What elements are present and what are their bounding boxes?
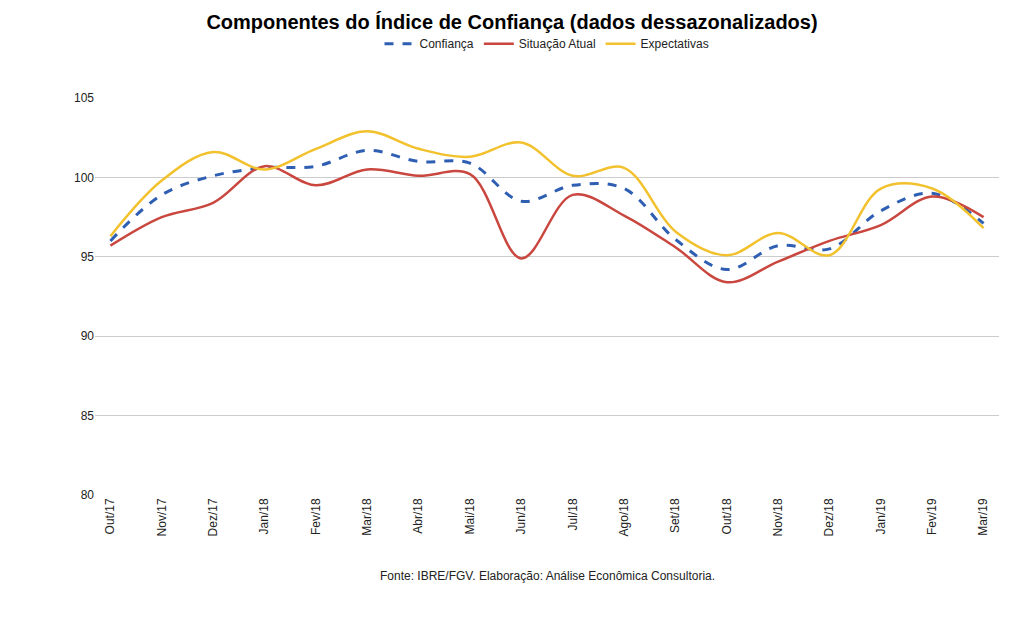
- svg-text:Jan/18: Jan/18: [257, 498, 271, 534]
- svg-text:Expectativas: Expectativas: [641, 37, 709, 51]
- svg-text:Mar/19: Mar/19: [976, 498, 990, 536]
- svg-text:Set/18: Set/18: [668, 498, 682, 533]
- svg-text:Confiança: Confiança: [420, 37, 474, 51]
- svg-text:Jul/18: Jul/18: [566, 498, 580, 530]
- svg-text:95: 95: [81, 250, 95, 264]
- svg-text:100: 100: [74, 171, 94, 185]
- svg-text:Componentes do Índice de Confi: Componentes do Índice de Confiança (dado…: [206, 11, 817, 33]
- svg-text:Fev/19: Fev/19: [925, 498, 939, 535]
- svg-text:Situação Atual: Situação Atual: [519, 37, 596, 51]
- svg-text:Mai/18: Mai/18: [463, 498, 477, 534]
- svg-text:105: 105: [74, 91, 94, 105]
- svg-text:90: 90: [81, 329, 95, 343]
- svg-text:Dez/18: Dez/18: [822, 498, 836, 536]
- svg-text:Nov/18: Nov/18: [771, 498, 785, 536]
- svg-text:80: 80: [81, 488, 95, 502]
- svg-text:Jan/19: Jan/19: [874, 498, 888, 534]
- svg-text:Nov/17: Nov/17: [155, 498, 169, 536]
- svg-text:Jun/18: Jun/18: [514, 498, 528, 534]
- svg-text:85: 85: [81, 409, 95, 423]
- svg-text:Fev/18: Fev/18: [309, 498, 323, 535]
- svg-text:Fonte: IBRE/FGV. Elaboração: A: Fonte: IBRE/FGV. Elaboração: Análise Eco…: [380, 569, 715, 583]
- svg-text:Ago/18: Ago/18: [617, 498, 631, 536]
- svg-text:Out/17: Out/17: [103, 498, 117, 534]
- svg-text:Dez/17: Dez/17: [206, 498, 220, 536]
- svg-text:Out/18: Out/18: [720, 498, 734, 534]
- svg-text:Mar/18: Mar/18: [360, 498, 374, 536]
- svg-text:Abr/18: Abr/18: [411, 498, 425, 534]
